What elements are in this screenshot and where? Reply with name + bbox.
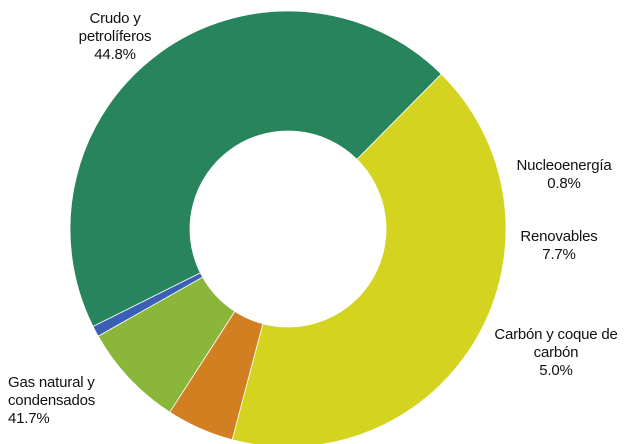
label-renovables: Renovables 7.7% — [504, 228, 614, 264]
label-crudo: Crudo y petrolíferos 44.8% — [30, 10, 200, 64]
label-crudo-value: 44.8% — [94, 46, 136, 63]
label-crudo-line1: Crudo y — [89, 10, 141, 27]
label-renovables-value: 7.7% — [542, 246, 576, 263]
label-carbon-value: 5.0% — [539, 362, 573, 379]
slice-crudo — [69, 10, 442, 328]
label-gas-line2: condensados — [8, 392, 96, 409]
label-gas-line1: Gas natural y — [8, 374, 95, 391]
label-gas-value: 41.7% — [8, 410, 50, 427]
label-carbon-line1: Carbón y coque de — [494, 326, 618, 343]
label-nucleo-line1: Nucleoenergía — [516, 157, 612, 174]
label-crudo-line2: petrolíferos — [78, 28, 152, 45]
label-renovables-line1: Renovables — [520, 228, 598, 245]
label-carbon: Carbón y coque de carbón 5.0% — [478, 326, 634, 380]
label-carbon-line2: carbón — [533, 344, 579, 361]
slice-gas — [231, 73, 507, 444]
label-nucleo: Nucleoenergía 0.8% — [500, 157, 628, 193]
label-gas: Gas natural y condensados 41.7% — [8, 374, 138, 428]
label-nucleo-value: 0.8% — [547, 175, 581, 192]
